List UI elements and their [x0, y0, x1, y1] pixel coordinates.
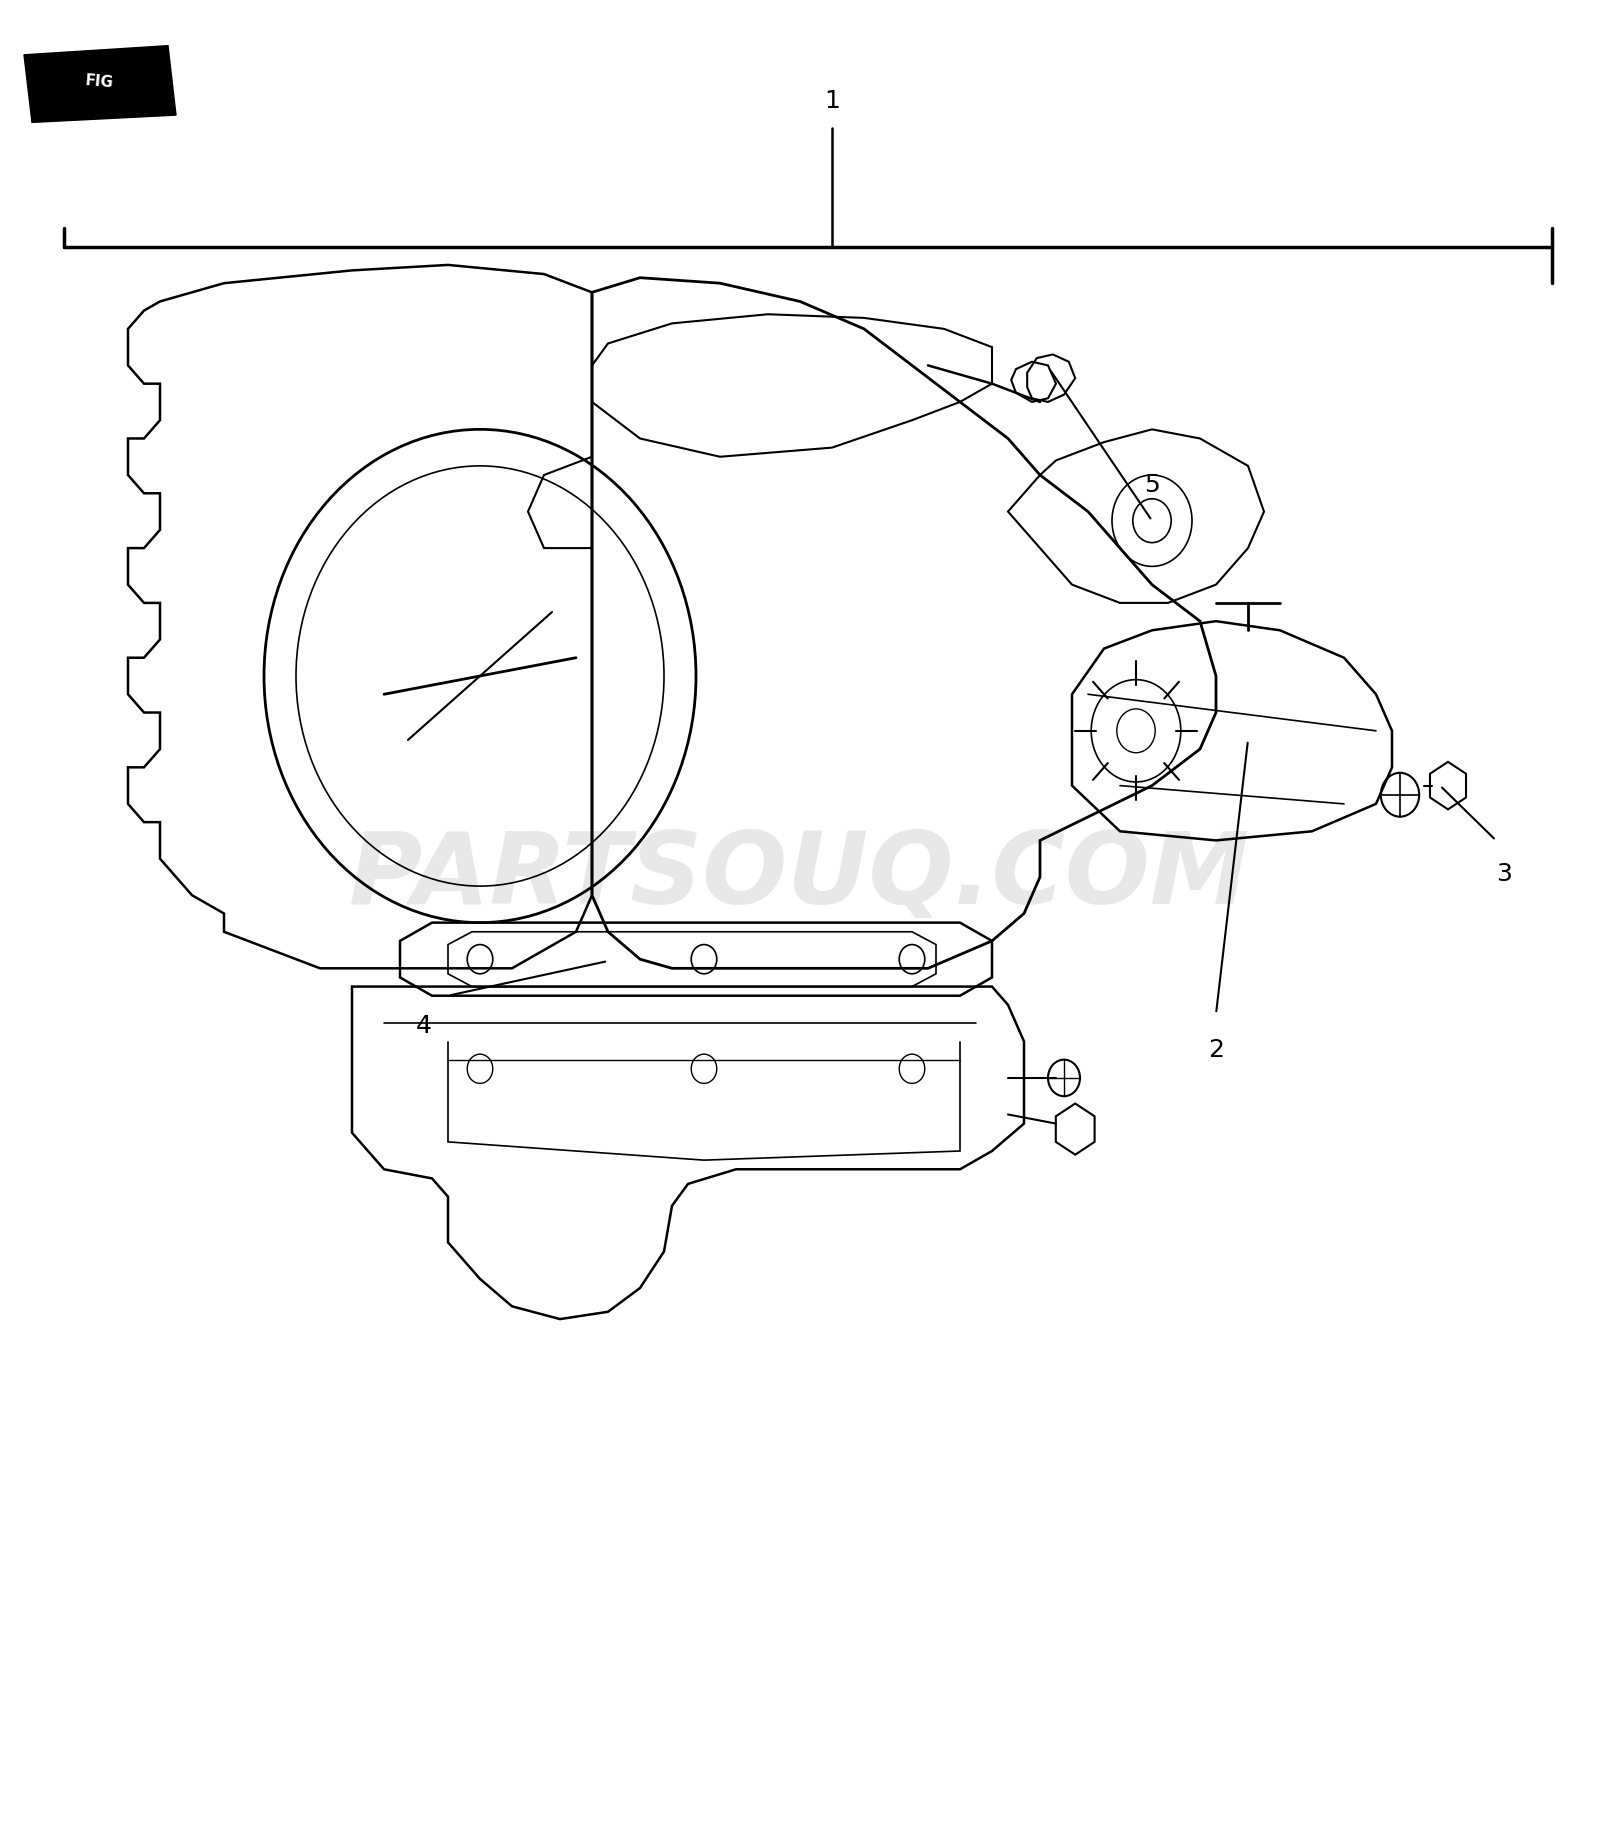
Text: 3: 3: [1496, 862, 1512, 886]
Text: 1: 1: [824, 90, 840, 113]
Text: 5: 5: [1144, 473, 1160, 497]
Text: 2: 2: [1208, 1038, 1224, 1061]
Text: 4: 4: [416, 1014, 432, 1038]
Text: PARTSOUQ.COM: PARTSOUQ.COM: [349, 828, 1251, 926]
Text: FIG: FIG: [85, 73, 114, 91]
Polygon shape: [24, 46, 176, 122]
